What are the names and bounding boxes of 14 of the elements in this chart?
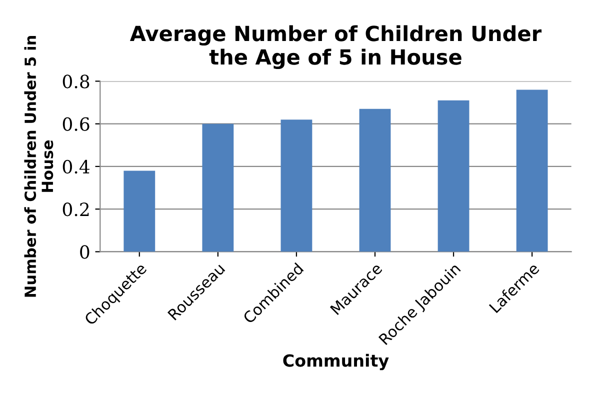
y-tick-label: 0.4 bbox=[62, 160, 90, 174]
bar bbox=[438, 100, 470, 252]
y-tick-label: 0.2 bbox=[62, 202, 89, 216]
y-tick-label: 0 bbox=[80, 245, 90, 259]
bar bbox=[280, 120, 312, 252]
bar bbox=[202, 124, 234, 252]
y-axis-title: Number of Children Under 5 in House bbox=[24, 36, 54, 297]
y-tick-label: 0.8 bbox=[62, 74, 90, 88]
chart-title: Average Number of Children Under the Age of 5 in House bbox=[130, 25, 542, 70]
x-axis-title: Community bbox=[283, 354, 389, 370]
bar bbox=[124, 170, 156, 252]
bar bbox=[359, 108, 391, 252]
bar bbox=[516, 90, 548, 252]
y-tick-label: 0.6 bbox=[62, 117, 90, 131]
